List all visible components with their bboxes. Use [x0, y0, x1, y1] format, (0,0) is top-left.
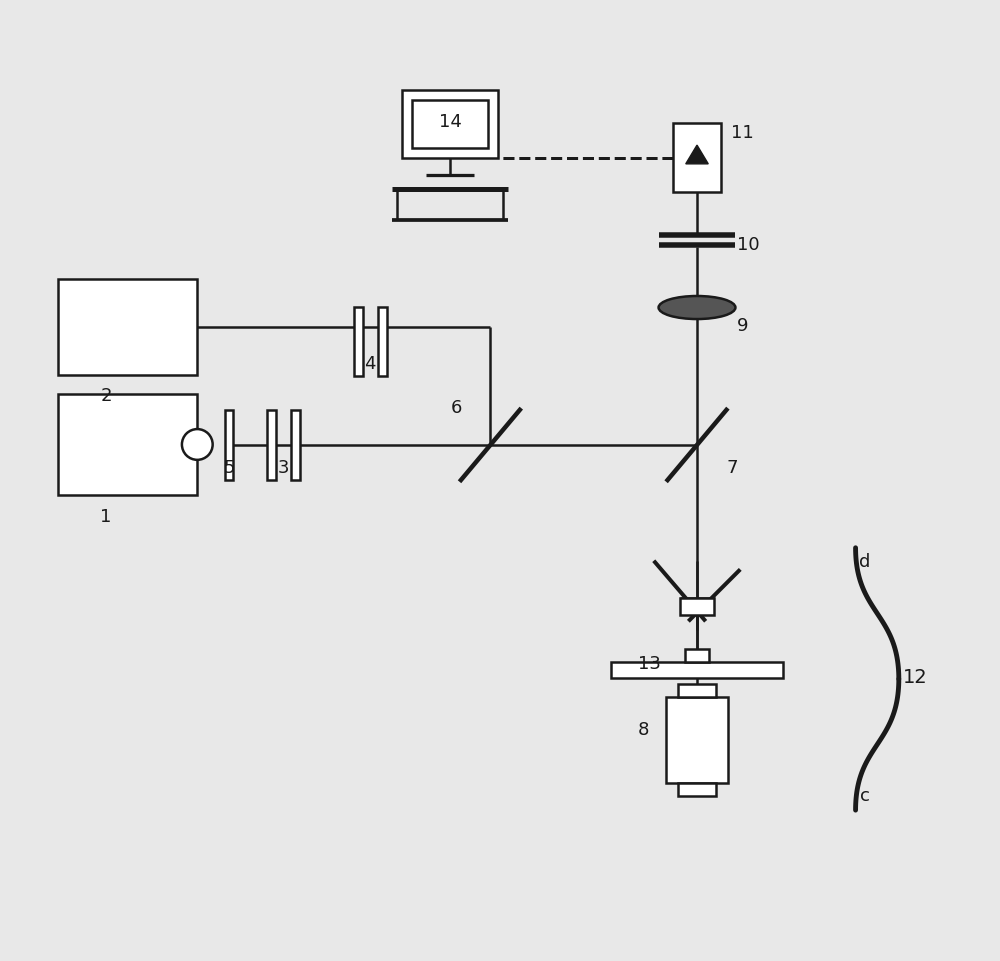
- Text: 6: 6: [451, 400, 462, 417]
- Text: 13: 13: [638, 655, 661, 673]
- Bar: [685, 649, 709, 662]
- Text: 12: 12: [903, 668, 928, 687]
- Polygon shape: [686, 145, 708, 163]
- Bar: [402, 90, 498, 158]
- Text: 8: 8: [638, 722, 649, 739]
- Bar: [678, 684, 716, 697]
- Text: d: d: [859, 554, 871, 571]
- Text: 7: 7: [727, 459, 738, 477]
- Bar: [354, 307, 363, 376]
- Ellipse shape: [659, 296, 735, 319]
- Text: 14: 14: [439, 113, 461, 131]
- Bar: [680, 598, 714, 615]
- Bar: [412, 100, 488, 148]
- Text: 5: 5: [223, 459, 235, 477]
- Bar: [673, 123, 721, 192]
- Bar: [58, 394, 197, 495]
- Text: 3: 3: [278, 459, 290, 477]
- Bar: [58, 279, 197, 375]
- Bar: [291, 410, 300, 480]
- Bar: [267, 410, 276, 480]
- Text: 1: 1: [100, 508, 112, 526]
- Bar: [378, 307, 387, 376]
- Bar: [678, 783, 716, 796]
- Text: 2: 2: [100, 387, 112, 405]
- Text: 11: 11: [731, 124, 754, 141]
- Text: 9: 9: [736, 317, 748, 334]
- Bar: [666, 697, 728, 783]
- Text: 4: 4: [365, 356, 376, 373]
- Text: 10: 10: [737, 236, 759, 254]
- Circle shape: [182, 429, 213, 459]
- Text: c: c: [860, 787, 870, 804]
- Bar: [225, 410, 233, 480]
- Bar: [611, 662, 783, 678]
